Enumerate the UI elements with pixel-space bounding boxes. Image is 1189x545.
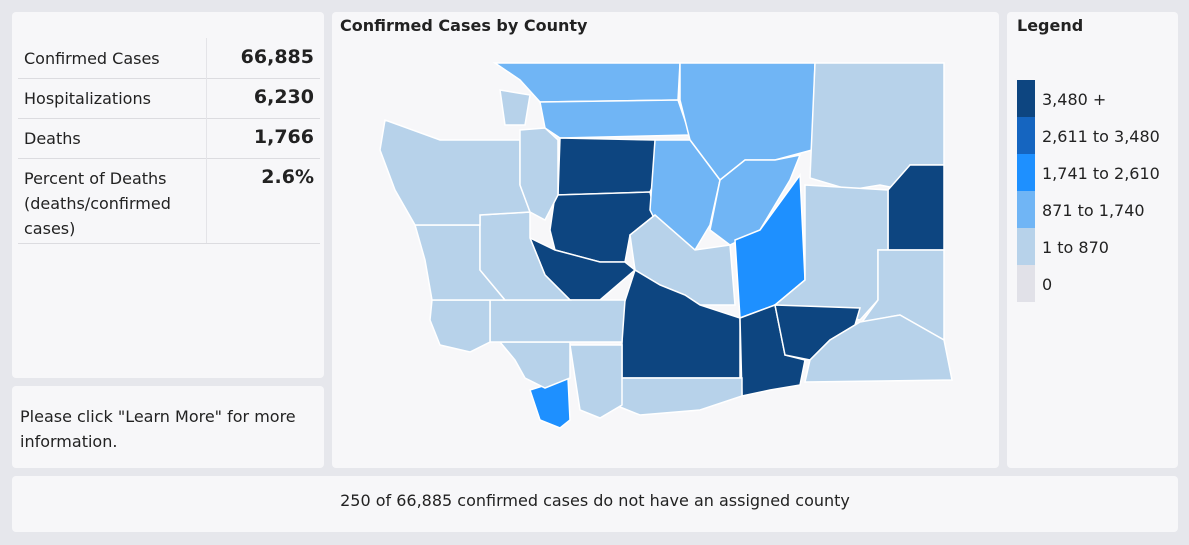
counties: [379, 62, 953, 429]
stat-label: Deaths: [24, 129, 81, 148]
stat-value: 66,885: [240, 46, 314, 68]
footer-note: 250 of 66,885 confirmed cases do not hav…: [340, 491, 850, 510]
note-panel: Please click "Learn More" for more infor…: [12, 386, 324, 468]
legend-item: 0: [1017, 265, 1167, 302]
stats-panel: Confirmed Cases 66,885 Hospitalizations 6,2…: [12, 12, 324, 378]
legend-item: 1,741 to 2,610: [1017, 154, 1167, 191]
county-map: [379, 62, 953, 429]
stat-value: 6,230: [253, 86, 314, 108]
stat-label: Percent of Deaths (deaths/confirmed case…: [24, 169, 171, 238]
legend-item: 3,480 +: [1017, 80, 1167, 117]
divider: [206, 38, 207, 78]
legend-item: 1 to 870: [1017, 228, 1167, 265]
legend-panel: Legend 3,480 + 2,611 to 3,480 1,741 to 2,6…: [1007, 12, 1178, 468]
legend-item: 871 to 1,740: [1017, 191, 1167, 228]
legend-swatch: [1017, 154, 1035, 191]
legend-swatch: [1017, 191, 1035, 228]
legend-label: 3,480 +: [1042, 90, 1107, 109]
legend-swatch: [1017, 265, 1035, 302]
legend-title: Legend: [1017, 16, 1084, 35]
legend-swatch: [1017, 117, 1035, 154]
legend-label: 871 to 1,740: [1042, 201, 1145, 220]
stat-row: Percent of Deaths (deaths/confirmed case…: [18, 158, 320, 244]
legend-label: 0: [1042, 275, 1053, 294]
stat-row: Hospitalizations 6,230: [18, 78, 320, 119]
legend-item: 2,611 to 3,480: [1017, 117, 1167, 154]
stat-row: Confirmed Cases 66,885: [18, 38, 320, 79]
map-title: Confirmed Cases by County: [340, 16, 588, 35]
map-panel: Confirmed Cases by County: [332, 12, 999, 468]
legend-swatch: [1017, 228, 1035, 265]
note: Please click "Learn More" for more infor…: [20, 407, 296, 451]
stat-value: 2.6%: [261, 166, 314, 188]
stat-row: Deaths 1,766: [18, 118, 320, 159]
legend-label: 2,611 to 3,480: [1042, 127, 1160, 146]
footer-panel: 250 of 66,885 confirmed cases do not hav…: [12, 476, 1178, 532]
divider: [206, 118, 207, 158]
divider: [206, 158, 207, 243]
stat-value: 1,766: [253, 126, 314, 148]
divider: [206, 78, 207, 118]
legend-swatch: [1017, 80, 1035, 117]
legend-label: 1,741 to 2,610: [1042, 164, 1160, 183]
legend-label: 1 to 870: [1042, 238, 1109, 257]
stat-label: Confirmed Cases: [24, 49, 160, 68]
stat-label: Hospitalizations: [24, 89, 151, 108]
